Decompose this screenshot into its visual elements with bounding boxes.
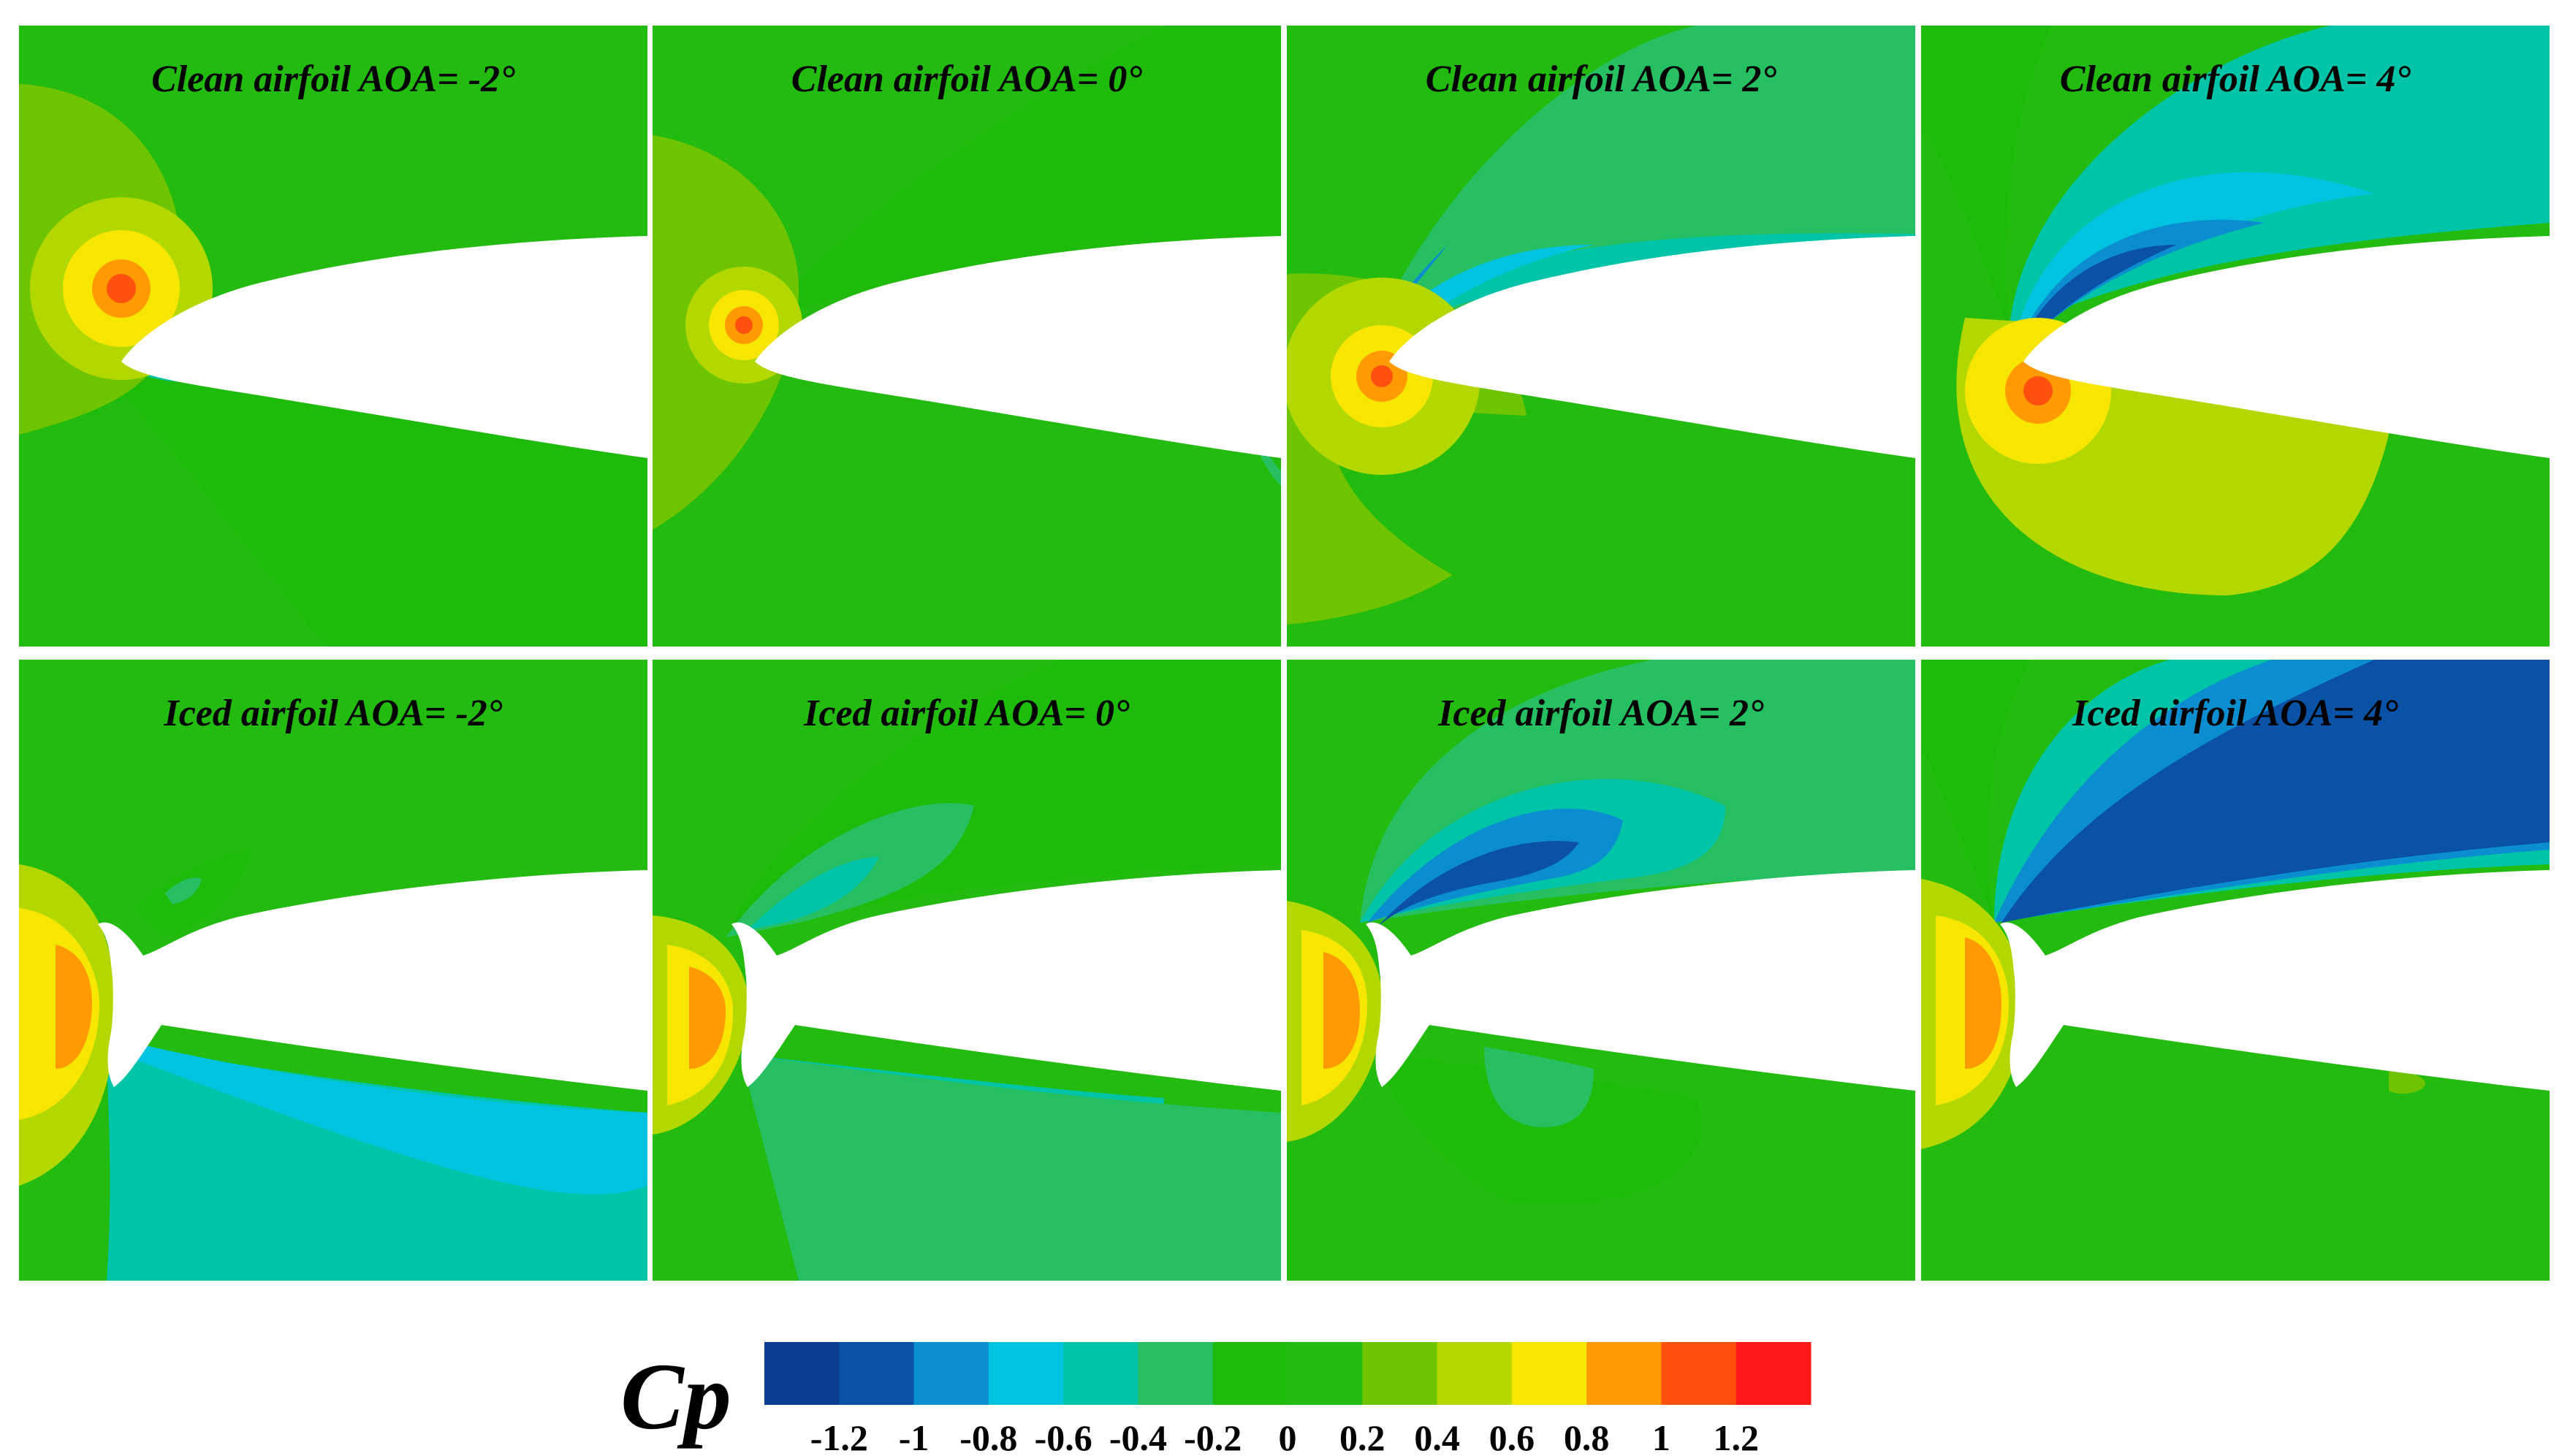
- contour-region-7: [165, 877, 202, 904]
- colorbar-tick-label: -1.2: [810, 1417, 868, 1456]
- contour-region-4: [1921, 660, 2031, 923]
- colorbar-swatch-7: [1288, 1342, 1363, 1405]
- contour-region-7: [735, 316, 753, 334]
- contour-region-6: [1329, 405, 1725, 647]
- colorbar-swatch-1: [839, 1342, 915, 1405]
- contour-region-1: [107, 1040, 647, 1281]
- colorbar-tick-label: -0.6: [1035, 1417, 1092, 1456]
- colorbar-tick-label: -0.4: [1109, 1417, 1167, 1456]
- contour-region-6: [1484, 1047, 1594, 1127]
- colorbar-swatch-3: [988, 1342, 1064, 1405]
- cp-colorbar: Cp -1.2 -1 -0.8 -0.6 -0.4 -0.2 0 0.2 0.4 0.6 0.8 1 1…: [620, 1342, 1811, 1456]
- contour-region-2: [2016, 172, 2374, 340]
- panel-clean-aoa-0: Clean airfoil AOA= 0°: [653, 26, 1281, 647]
- panel-label: Iced airfoil AOA= 0°: [803, 693, 1130, 734]
- panel-clean-aoa-4: Clean airfoil AOA= 4°: [1921, 26, 2550, 647]
- colorbar-tick-label: 1: [1652, 1417, 1670, 1456]
- colorbar-tick-label: 0.8: [1564, 1417, 1610, 1456]
- colorbar-swatch-8: [1362, 1342, 1438, 1405]
- contour-region-5: [740, 1054, 1281, 1281]
- colorbar-swatch-9: [1437, 1342, 1513, 1405]
- panel-label: Clean airfoil AOA= -2°: [151, 58, 515, 100]
- panel-label: Iced airfoil AOA= -2°: [163, 693, 502, 734]
- panel-label: Clean airfoil AOA= 0°: [791, 58, 1143, 100]
- panel-label: Clean airfoil AOA= 4°: [2060, 58, 2411, 100]
- contour-region-1: [99, 369, 647, 647]
- colorbar-tick-labels: -1.2 -1 -0.8 -0.6 -0.4 -0.2 0 0.2 0.4 0.6 0.8 1 1.2: [810, 1417, 1759, 1456]
- colorbar-swatch-11: [1586, 1342, 1662, 1405]
- clean-airfoil-shape: [1389, 236, 1915, 458]
- contour-region-8: [2389, 1069, 2425, 1094]
- colorbar-tick-label: -0.8: [959, 1417, 1017, 1456]
- contour-region-8: [689, 967, 726, 1069]
- colorbar-tick-label: 0.6: [1489, 1417, 1535, 1456]
- colorbar-swatch-4: [1063, 1342, 1138, 1405]
- colorbar-swatches: [764, 1342, 1811, 1405]
- iced-airfoil-shape: [1366, 870, 1915, 1091]
- colorbar-tick-label: 0.2: [1339, 1417, 1385, 1456]
- colorbar-title: Cp: [620, 1344, 731, 1449]
- contour-region-4: [1375, 841, 1579, 930]
- contour-region-2: [129, 369, 209, 383]
- contour-panels: Clean airfoil AOA= -2° Clean airfoil AOA=…: [19, 26, 2550, 1281]
- contour-region-9: [2023, 376, 2053, 405]
- contour-region-3: [748, 857, 879, 930]
- colorbar-swatch-13: [1735, 1342, 1811, 1405]
- panel-iced-aoa-0: Iced airfoil AOA= 0°: [653, 660, 1281, 1281]
- contour-region-7: [107, 274, 136, 303]
- clean-airfoil-shape: [755, 236, 1281, 458]
- colorbar-tick-label: 0.4: [1414, 1417, 1460, 1456]
- iced-airfoil-shape: [2000, 870, 2550, 1091]
- contour-region-2: [121, 1040, 647, 1194]
- panel-iced-aoa-4: Iced airfoil AOA= 4°: [1921, 660, 2550, 1281]
- colorbar-tick-label: 1.2: [1713, 1417, 1759, 1456]
- panel-label: Iced airfoil AOA= 4°: [2072, 693, 2398, 734]
- colorbar-swatch-10: [1511, 1342, 1587, 1405]
- colorbar-tick-label: 0: [1279, 1417, 1297, 1456]
- contour-region-7: [1965, 937, 2001, 1069]
- panel-label: Iced airfoil AOA= 2°: [1437, 693, 1764, 734]
- contour-region-9: [1323, 952, 1360, 1069]
- colorbar-swatch-0: [764, 1342, 840, 1405]
- colorbar-swatch-5: [1138, 1342, 1214, 1405]
- contour-region-6: [136, 850, 253, 937]
- panel-iced-aoa-2: Iced airfoil AOA= 2°: [1287, 660, 1915, 1281]
- colorbar-tick-label: -0.2: [1184, 1417, 1242, 1456]
- contour-region-5: [56, 945, 92, 1069]
- contour-region-5: [1375, 1054, 1702, 1203]
- panel-label: Clean airfoil AOA= 2°: [1426, 58, 1777, 100]
- clean-airfoil-shape: [2023, 236, 2550, 458]
- colorbar-swatch-6: [1212, 1342, 1288, 1405]
- panel-iced-aoa--2: Iced airfoil AOA= -2°: [19, 660, 647, 1281]
- contour-region-10: [1371, 365, 1393, 387]
- contour-region-5: [1921, 26, 2053, 332]
- panel-clean-aoa-2: Clean airfoil AOA= 2°: [1287, 26, 1915, 647]
- colorbar-tick-label: -1: [899, 1417, 929, 1456]
- iced-airfoil-shape: [98, 870, 647, 1091]
- iced-airfoil-shape: [731, 870, 1281, 1091]
- colorbar-swatch-2: [913, 1342, 989, 1405]
- contour-region-3: [2001, 660, 2550, 923]
- colorbar-swatch-12: [1661, 1342, 1737, 1405]
- clean-airfoil-shape: [121, 236, 647, 458]
- panel-clean-aoa--2: Clean airfoil AOA= -2°: [19, 26, 647, 647]
